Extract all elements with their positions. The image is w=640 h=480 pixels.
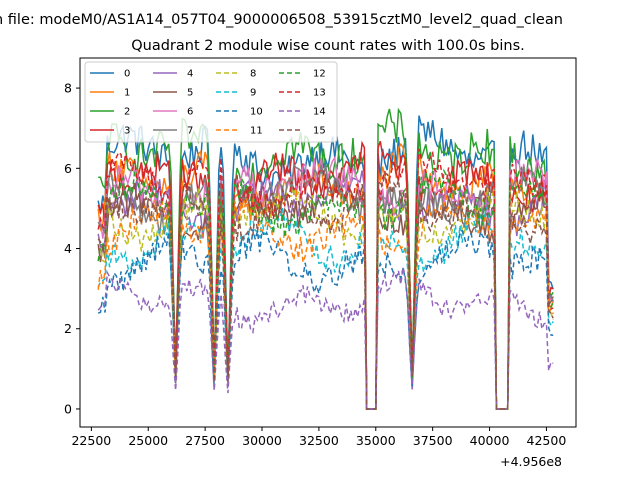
- legend-label: 6: [187, 107, 193, 118]
- legend-label: 9: [250, 88, 256, 99]
- x-tick-label: 37500: [413, 433, 453, 448]
- series-line-15: [97, 172, 554, 410]
- x-tick-label: 42500: [527, 433, 567, 448]
- x-axis: 22500 25000 27500 30000 32500 35000 37500 40000…: [71, 427, 566, 448]
- legend-label: 13: [313, 88, 326, 99]
- x-tick-label: 22500: [71, 433, 111, 448]
- series-line-2: [98, 107, 554, 410]
- legend-label: 1: [124, 88, 130, 99]
- legend-label: 4: [187, 69, 193, 80]
- legend-label: 7: [187, 126, 193, 137]
- plot-frame: [79, 57, 577, 428]
- series-line-13: [97, 148, 554, 410]
- y-axis: 0 2 4 6 8: [64, 81, 80, 416]
- legend-label: 3: [124, 126, 130, 137]
- legend-label: 8: [250, 69, 256, 80]
- legend-label: 5: [187, 88, 193, 99]
- series-line-14: [97, 267, 554, 410]
- series-line-10: [97, 229, 554, 410]
- legend-label: 14: [313, 107, 326, 118]
- y-tick-label: 2: [64, 321, 72, 336]
- series-lines: [97, 107, 554, 410]
- y-tick-label: 8: [64, 81, 72, 96]
- legend-label: 11: [250, 126, 263, 137]
- chart-title-line1: n file: modeM0/AS1A14_057T04_9000006508_…: [0, 12, 563, 28]
- x-tick-label: 30000: [242, 433, 282, 448]
- x-tick-label: 32500: [299, 433, 339, 448]
- x-offset-label: +4.956e8: [500, 454, 562, 469]
- y-tick-label: 6: [64, 161, 72, 176]
- x-tick-label: 35000: [356, 433, 396, 448]
- series-line-9: [97, 206, 554, 410]
- y-tick-label: 0: [64, 401, 72, 416]
- x-tick-label: 27500: [185, 433, 225, 448]
- chart-title-line2: Quadrant 2 module wise count rates with …: [131, 38, 525, 54]
- legend-label: 10: [250, 107, 263, 118]
- x-tick-label: 40000: [470, 433, 510, 448]
- legend-label: 0: [124, 69, 130, 80]
- y-tick-label: 4: [64, 241, 72, 256]
- legend-label: 15: [313, 126, 326, 137]
- legend-box: [84, 61, 338, 143]
- legend-label: 12: [313, 69, 326, 80]
- x-tick-label: 25000: [128, 433, 168, 448]
- legend-label: 2: [124, 107, 130, 118]
